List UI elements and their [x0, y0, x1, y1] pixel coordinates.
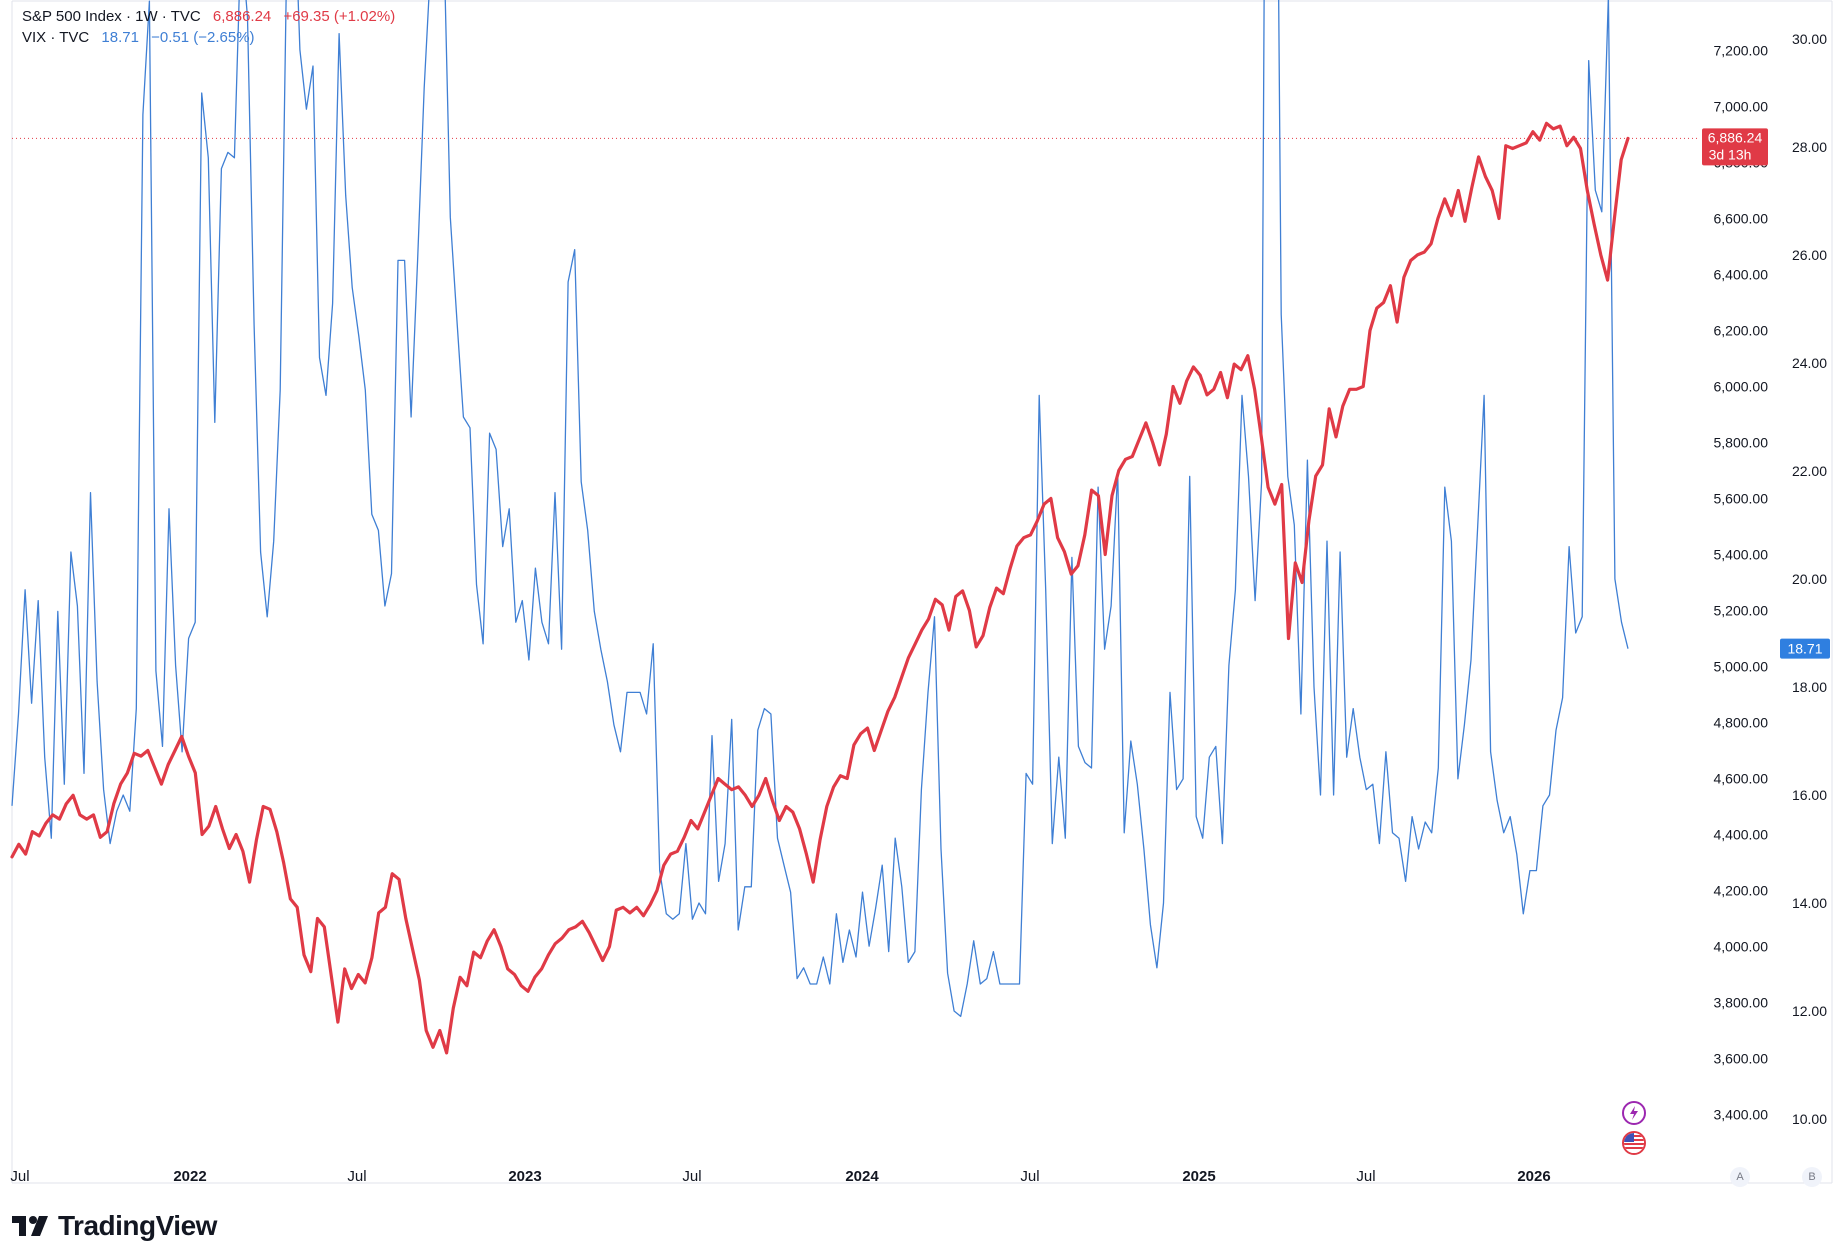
time-axis-tick: Jul: [10, 1168, 29, 1185]
sp500-price-tick: 3,400.00: [1714, 1107, 1769, 1123]
lightning-icon[interactable]: [1622, 1101, 1646, 1125]
us-flag-icon[interactable]: [1622, 1131, 1646, 1155]
sp500-price-tick: 3,800.00: [1714, 995, 1769, 1011]
tradingview-logo-icon: [12, 1216, 48, 1236]
sp500-price-tick: 5,400.00: [1714, 547, 1769, 563]
time-axis-tick: 2022: [173, 1168, 206, 1185]
sp500-legend[interactable]: S&P 500 Index · 1W · TVC 6,886.24 +69.35…: [22, 8, 403, 25]
sp500-price-tick: 5,800.00: [1714, 435, 1769, 451]
vix-legend-value: 18.71: [101, 29, 139, 46]
sp500-price-tick: 6,200.00: [1714, 323, 1769, 339]
sp500-price-tick: 4,000.00: [1714, 939, 1769, 955]
time-axis-tick: 2023: [508, 1168, 541, 1185]
vix-legend[interactable]: VIX · TVC 18.71 −0.51 (−2.65%): [22, 29, 263, 46]
vix-legend-name: VIX · TVC: [22, 29, 90, 46]
vix-price-tick: 28.00: [1792, 139, 1827, 155]
sp500-legend-value: 6,886.24: [212, 8, 272, 25]
time-axis-tick: Jul: [682, 1168, 701, 1185]
sp500-price-tick: 6,000.00: [1714, 379, 1769, 395]
sp500-price-tick: 5,200.00: [1714, 603, 1769, 619]
sp500-price-tag-countdown: 3d 13h: [1709, 146, 1752, 162]
series-layer: [10, 0, 1630, 1055]
vix-legend-change: −0.51 (−2.65%): [151, 29, 255, 46]
sp500-legend-name: S&P 500 Index · 1W · TVC: [22, 8, 201, 25]
sp500-price-tick: 6,600.00: [1714, 211, 1769, 227]
vix-price-tick: 24.00: [1792, 355, 1827, 371]
price-tags: 6,886.24 3d 13h 18.71: [1702, 128, 1830, 659]
sp500-price-tag-value: 6,886.24: [1708, 129, 1763, 145]
sp500-price-tick: 5,000.00: [1714, 659, 1769, 675]
sp500-price-tick: 5,600.00: [1714, 491, 1769, 507]
time-axis-tick: 2025: [1182, 1168, 1215, 1185]
vix-price-tick: 10.00: [1792, 1111, 1827, 1127]
time-axis-tick: Jul: [1356, 1168, 1375, 1185]
sp500-price-tick: 6,400.00: [1714, 267, 1769, 283]
sp500-price-tag: [1702, 128, 1768, 166]
time-axis-tick: 2024: [845, 1168, 879, 1185]
sp500-price-tick: 4,600.00: [1714, 771, 1769, 787]
vix-price-tick: 20.00: [1792, 571, 1827, 587]
sp500-price-tick: 3,600.00: [1714, 1051, 1769, 1067]
sp500-legend-change: +69.35 (+1.02%): [283, 8, 396, 25]
sp500-price-tick: 4,800.00: [1714, 715, 1769, 731]
time-axis-tick: Jul: [1020, 1168, 1039, 1185]
scale-button-b[interactable]: B: [1802, 1167, 1822, 1187]
vix-price-tick: 18.00: [1792, 679, 1827, 695]
time-axis-tick: Jul: [347, 1168, 366, 1185]
time-axis: Jul 2022 Jul 2023 Jul 2024 Jul 2025 Jul 2026: [10, 1168, 1550, 1185]
brand-footer[interactable]: TradingView: [12, 1210, 217, 1242]
vix-price-tick: 22.00: [1792, 463, 1827, 479]
vix-price-tick: 30.00: [1792, 31, 1827, 47]
vix-price-scale: 48.0046.0044.0042.0040.0038.0036.0034.00…: [1792, 31, 1827, 1127]
vix-price-tag: [1780, 638, 1830, 659]
vix-price-tick: 16.00: [1792, 787, 1827, 803]
vix-price-tick: 14.00: [1792, 895, 1827, 911]
vix-price-tick: 26.00: [1792, 247, 1827, 263]
brand-name: TradingView: [58, 1210, 217, 1241]
vix-price-tick: 12.00: [1792, 1003, 1827, 1019]
sp500-price-tick: 4,400.00: [1714, 827, 1769, 843]
sp500-price-tick: 7,000.00: [1714, 99, 1769, 115]
sp500-price-tick: 7,200.00: [1714, 43, 1769, 59]
sp500-series-line: [10, 121, 1630, 1055]
vix-price-tag-value: 18.71: [1787, 641, 1822, 657]
sp500-price-scale: 7,200.007,000.006,800.006,600.006,400.00…: [1714, 43, 1769, 1123]
time-axis-tick: 2026: [1517, 1168, 1550, 1185]
sp500-price-tick: 4,200.00: [1714, 883, 1769, 899]
vix-series-line: [11, 0, 1629, 1018]
auto-scale-button-a[interactable]: A: [1730, 1167, 1750, 1187]
